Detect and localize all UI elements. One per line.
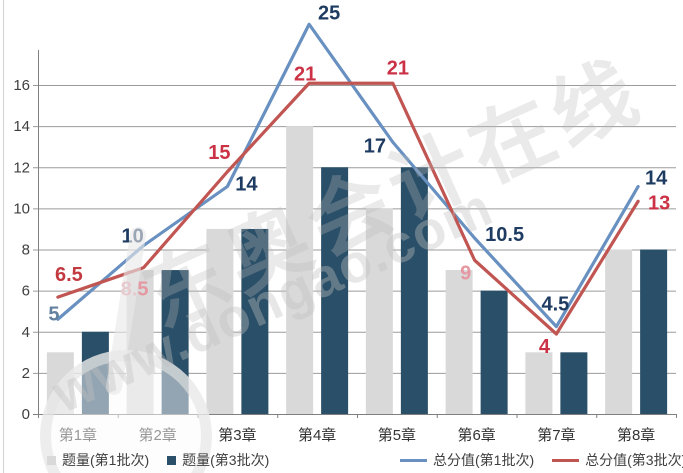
bar-题量(第3批次) (161, 270, 189, 414)
data-label: 14 (645, 168, 668, 190)
y-tick-label: 10 (13, 200, 30, 217)
y-tick-label: 2 (22, 365, 30, 382)
bar-题量(第1批次) (286, 126, 314, 414)
category-label: 第6章 (457, 426, 495, 444)
category-label: 第4章 (298, 426, 336, 444)
line-swatch-batch1 (400, 458, 427, 462)
y-tick-label: 14 (13, 118, 30, 135)
legend-label: 题量(第3批次) (182, 452, 270, 468)
bar-题量(第3批次) (321, 167, 349, 414)
category-label: 第5章 (378, 426, 416, 444)
bar-题量(第3批次) (480, 290, 508, 414)
category-label: 第1章 (59, 426, 97, 444)
bar-题量(第3批次) (241, 228, 269, 414)
category-label: 第3章 (218, 426, 256, 444)
data-label: 10 (122, 226, 144, 248)
bar-题量(第3批次) (400, 167, 428, 414)
data-label: 4.5 (541, 294, 569, 316)
category-label: 第8章 (617, 426, 655, 444)
bar-题量(第1批次) (206, 228, 234, 414)
line-swatch-batch3 (552, 458, 580, 462)
y-tick-label: 12 (13, 159, 30, 176)
data-label: 25 (318, 2, 340, 24)
window-edge-line (3, 0, 4, 473)
data-label: 21 (294, 63, 316, 85)
bar-题量(第1批次) (445, 270, 473, 414)
bar-题量(第3批次) (81, 331, 109, 414)
data-label: 9 (460, 262, 471, 284)
data-label: 17 (364, 135, 386, 157)
data-label: 13 (648, 192, 670, 214)
bar-swatch-batch3 (167, 455, 177, 465)
bar-swatch-batch1 (47, 455, 56, 465)
y-tick-label: 0 (22, 406, 30, 423)
bar-题量(第1批次) (46, 352, 74, 414)
data-label: 8.5 (121, 279, 149, 301)
legend-line-series: 总分值(第1批次) 总分值(第3批次) (400, 450, 683, 470)
legend-label: 总分值(第3批次) (585, 452, 683, 468)
y-tick-label: 8 (22, 242, 30, 259)
data-label: 14 (235, 174, 258, 196)
data-label: 15 (208, 142, 230, 164)
legend-item-bars-batch3: 题量(第3批次) (167, 450, 269, 470)
legend-bar-series: 题量(第1批次) 题量(第3批次) (47, 450, 269, 470)
bar-题量(第1批次) (365, 208, 393, 414)
data-label: 4 (539, 336, 551, 358)
data-label: 21 (387, 57, 409, 79)
data-label: 10.5 (485, 224, 524, 246)
line-总分值(第3批次) (56, 81, 640, 336)
category-label: 第2章 (138, 426, 176, 444)
data-label: 6.5 (55, 264, 83, 286)
y-tick-label: 16 (13, 77, 30, 94)
bar-题量(第3批次) (640, 249, 668, 414)
y-tick-label: 4 (22, 324, 30, 341)
bar-题量(第1批次) (605, 249, 633, 414)
legend-label: 题量(第1批次) (62, 452, 150, 468)
legend-item-bars-batch1: 题量(第1批次) (47, 450, 149, 470)
category-label: 第7章 (537, 426, 575, 444)
data-label: 5 (48, 303, 59, 325)
legend-item-line-batch3: 总分值(第3批次) (552, 450, 683, 470)
bar-题量(第3批次) (560, 352, 588, 414)
y-tick-label: 6 (22, 283, 30, 300)
legend-label: 总分值(第1批次) (433, 452, 535, 468)
bar-题量(第1批次) (525, 352, 553, 414)
legend-item-line-batch1: 总分值(第1批次) (400, 450, 534, 470)
